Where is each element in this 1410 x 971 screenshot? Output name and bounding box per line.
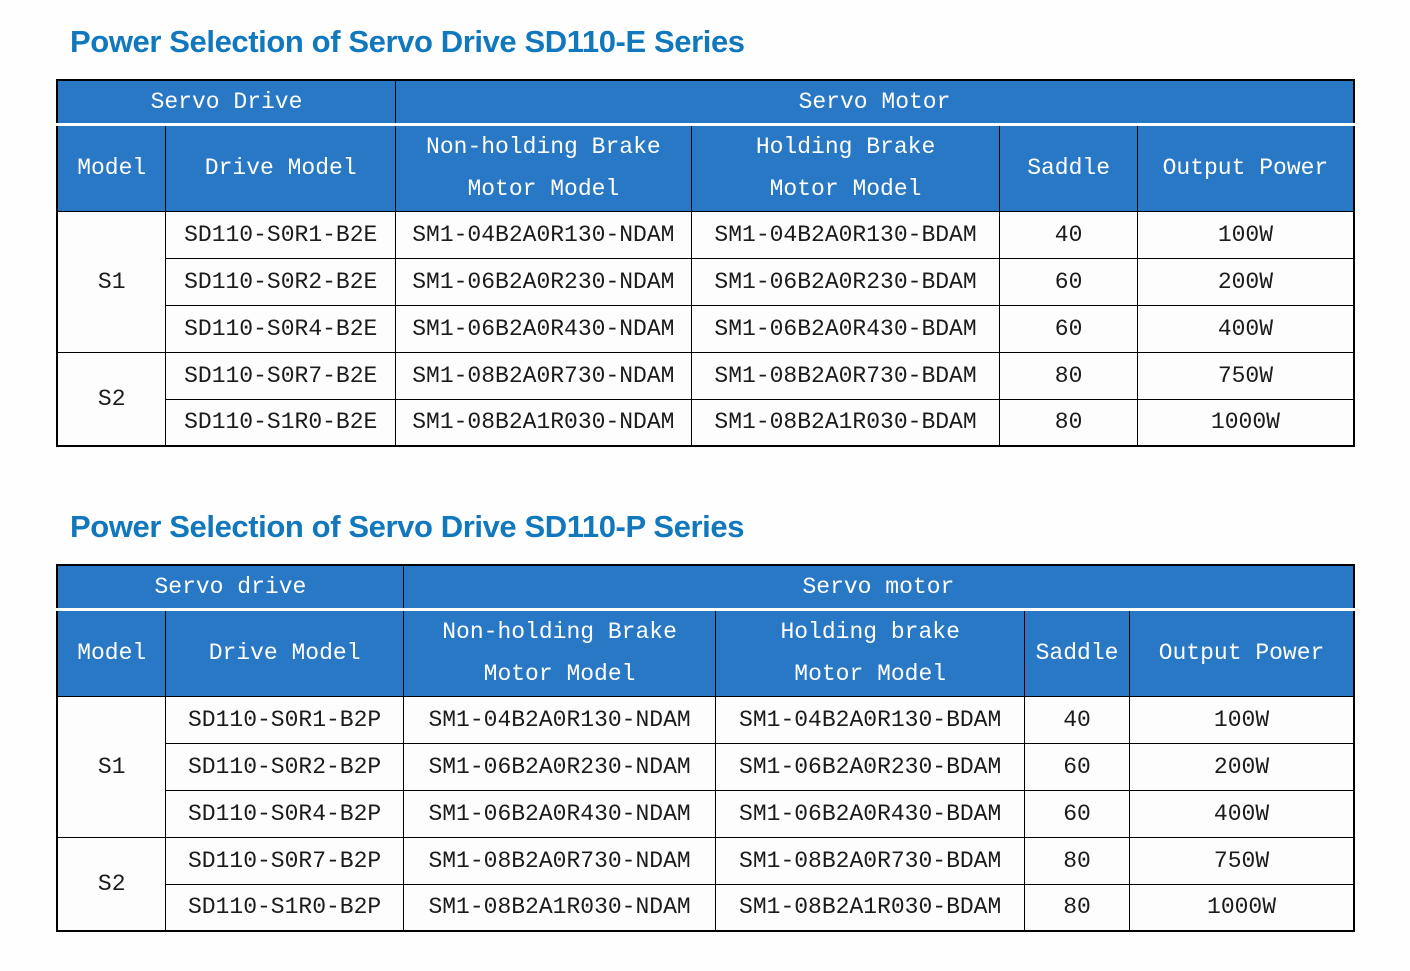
cell-nonholding-motor-model: SM1-04B2A0R130-NDAM: [402, 695, 717, 744]
table-row: SD110-S0R4-B2E SM1-06B2A0R430-NDAM SM1-06B…: [57, 304, 1355, 353]
cell-output-power: 400W: [1129, 789, 1355, 838]
table-row: S2 SD110-S0R7-B2P SM1-08B2A0R730-NDAM SM1-0…: [56, 836, 1355, 932]
table-row: SD110-S0R2-B2E SM1-06B2A0R230-NDAM SM1-06B…: [57, 257, 1355, 306]
cell-model-group: S2: [56, 836, 167, 932]
cell-model-group: S2: [56, 351, 167, 447]
cell-holding-motor-model: SM1-04B2A0R130-BDAM: [715, 695, 1026, 744]
cell-nonholding-motor-model: SM1-06B2A0R430-NDAM: [402, 789, 717, 838]
group-header-servo-motor: Servo motor: [402, 564, 1355, 611]
cell-holding-motor-model: SM1-06B2A0R430-BDAM: [715, 789, 1026, 838]
table-row: SD110-S1R0-B2E SM1-08B2A1R030-NDAM SM1-08B…: [57, 398, 1355, 447]
table-row: S1 SD110-S0R1-B2P SM1-04B2A0R130-NDAM SM1-0…: [56, 695, 1355, 838]
cell-output-power: 100W: [1129, 695, 1355, 744]
cell-model-group: S1: [56, 695, 167, 838]
cell-holding-motor-model: SM1-06B2A0R430-BDAM: [690, 304, 1001, 353]
cell-nonholding-motor-model: SM1-08B2A0R730-NDAM: [395, 351, 692, 400]
cell-drive-model: SD110-S0R2-B2P: [165, 742, 404, 791]
cell-drive-model: SD110-S0R1-B2P: [165, 695, 404, 744]
sd110-e-table-body: S1 SD110-S0R1-B2E SM1-04B2A0R130-NDAM SM1-0…: [56, 210, 1355, 447]
col-header-nonholding-motor-model: Non-holding Brake Motor Model: [395, 123, 692, 212]
cell-output-power: 1000W: [1136, 398, 1355, 447]
group-header-servo-drive: Servo drive: [56, 564, 404, 611]
cell-nonholding-motor-model: SM1-08B2A1R030-NDAM: [395, 398, 692, 447]
cell-saddle: 40: [999, 210, 1138, 259]
cell-nonholding-motor-model: SM1-04B2A0R130-NDAM: [395, 210, 692, 259]
cell-output-power: 750W: [1136, 351, 1355, 400]
col-header-output-power: Output Power: [1136, 123, 1355, 212]
table-row: SD110-S0R2-B2P SM1-06B2A0R230-NDAM SM1-06B…: [57, 742, 1355, 791]
cell-nonholding-motor-model: SM1-06B2A0R230-NDAM: [402, 742, 717, 791]
group-header-row: Servo drive Servo motor: [56, 564, 1355, 611]
group-header-servo-motor: Servo Motor: [395, 79, 1355, 126]
cell-saddle: 80: [999, 398, 1138, 447]
cell-holding-motor-model: SM1-06B2A0R230-BDAM: [715, 742, 1026, 791]
col-header-holding-motor-model: Holding brake Motor Model: [715, 608, 1026, 697]
col-header-model: Model: [56, 608, 167, 697]
cell-output-power: 1000W: [1129, 883, 1355, 932]
cell-drive-model: SD110-S0R1-B2E: [165, 210, 396, 259]
cell-saddle: 60: [999, 257, 1138, 306]
cell-drive-model: SD110-S1R0-B2P: [165, 883, 404, 932]
cell-holding-motor-model: SM1-08B2A0R730-BDAM: [690, 351, 1001, 400]
cell-output-power: 200W: [1129, 742, 1355, 791]
col-header-holding-motor-model: Holding Brake Motor Model: [690, 123, 1001, 212]
col-header-drive-model: Drive Model: [165, 608, 404, 697]
cell-holding-motor-model: SM1-08B2A1R030-BDAM: [690, 398, 1001, 447]
cell-nonholding-motor-model: SM1-08B2A1R030-NDAM: [402, 883, 717, 932]
cell-holding-motor-model: SM1-08B2A1R030-BDAM: [715, 883, 1026, 932]
table-row: S2 SD110-S0R7-B2E SM1-08B2A0R730-NDAM SM1-0…: [56, 351, 1355, 447]
group-header-row: Servo Drive Servo Motor: [56, 79, 1355, 126]
cell-saddle: 60: [999, 304, 1138, 353]
cell-output-power: 100W: [1136, 210, 1355, 259]
sd110-e-section: Power Selection of Servo Drive SD110-E S…: [56, 24, 1355, 448]
col-header-drive-model: Drive Model: [165, 123, 396, 212]
page-title-sd110-e: Power Selection of Servo Drive SD110-E S…: [70, 24, 745, 59]
cell-output-power: 750W: [1129, 836, 1355, 885]
cell-model-group: S1: [56, 210, 167, 353]
cell-drive-model: SD110-S0R2-B2E: [165, 257, 396, 306]
table-row: S1 SD110-S0R1-B2E SM1-04B2A0R130-NDAM SM1-0…: [56, 210, 1355, 353]
page-title-sd110-p: Power Selection of Servo Drive SD110-P S…: [70, 509, 745, 545]
column-header-row: Model Drive Model Non-holding Brake Moto…: [56, 608, 1355, 697]
cell-saddle: 40: [1024, 695, 1131, 744]
cell-saddle: 80: [999, 351, 1138, 400]
cell-nonholding-motor-model: SM1-06B2A0R430-NDAM: [395, 304, 692, 353]
sd110-p-table-body: S1 SD110-S0R1-B2P SM1-04B2A0R130-NDAM SM1-0…: [56, 695, 1355, 932]
cell-saddle: 80: [1024, 836, 1131, 885]
cell-drive-model: SD110-S1R0-B2E: [165, 398, 396, 447]
table-row: SD110-S0R4-B2P SM1-06B2A0R430-NDAM SM1-06B…: [57, 789, 1355, 838]
col-header-output-power: Output Power: [1129, 608, 1355, 697]
cell-drive-model: SD110-S0R4-B2E: [165, 304, 396, 353]
cell-holding-motor-model: SM1-06B2A0R230-BDAM: [690, 257, 1001, 306]
cell-saddle: 60: [1024, 742, 1131, 791]
col-header-saddle: Saddle: [1024, 608, 1131, 697]
cell-output-power: 400W: [1136, 304, 1355, 353]
col-header-saddle: Saddle: [999, 123, 1138, 212]
page: Power Selection of Servo Drive SD110-E S…: [56, 24, 1355, 933]
cell-drive-model: SD110-S0R7-B2P: [165, 836, 404, 885]
cell-holding-motor-model: SM1-04B2A0R130-BDAM: [690, 210, 1001, 259]
sd110-p-section: Power Selection of Servo Drive SD110-P S…: [56, 509, 1355, 933]
cell-saddle: 60: [1024, 789, 1131, 838]
table-row: SD110-S1R0-B2P SM1-08B2A1R030-NDAM SM1-08B…: [57, 883, 1355, 932]
col-header-model: Model: [56, 123, 167, 212]
cell-saddle: 80: [1024, 883, 1131, 932]
cell-nonholding-motor-model: SM1-06B2A0R230-NDAM: [395, 257, 692, 306]
sd110-e-table: Servo Drive Servo Motor Model Drive Mode…: [56, 79, 1355, 448]
cell-drive-model: SD110-S0R4-B2P: [165, 789, 404, 838]
cell-nonholding-motor-model: SM1-08B2A0R730-NDAM: [402, 836, 717, 885]
column-header-row: Model Drive Model Non-holding Brake Moto…: [56, 123, 1355, 212]
cell-holding-motor-model: SM1-08B2A0R730-BDAM: [715, 836, 1026, 885]
col-header-nonholding-motor-model: Non-holding Brake Motor Model: [402, 608, 717, 697]
group-header-servo-drive: Servo Drive: [56, 79, 396, 126]
cell-output-power: 200W: [1136, 257, 1355, 306]
sd110-p-table: Servo drive Servo motor Model Drive Mode…: [56, 564, 1355, 933]
cell-drive-model: SD110-S0R7-B2E: [165, 351, 396, 400]
